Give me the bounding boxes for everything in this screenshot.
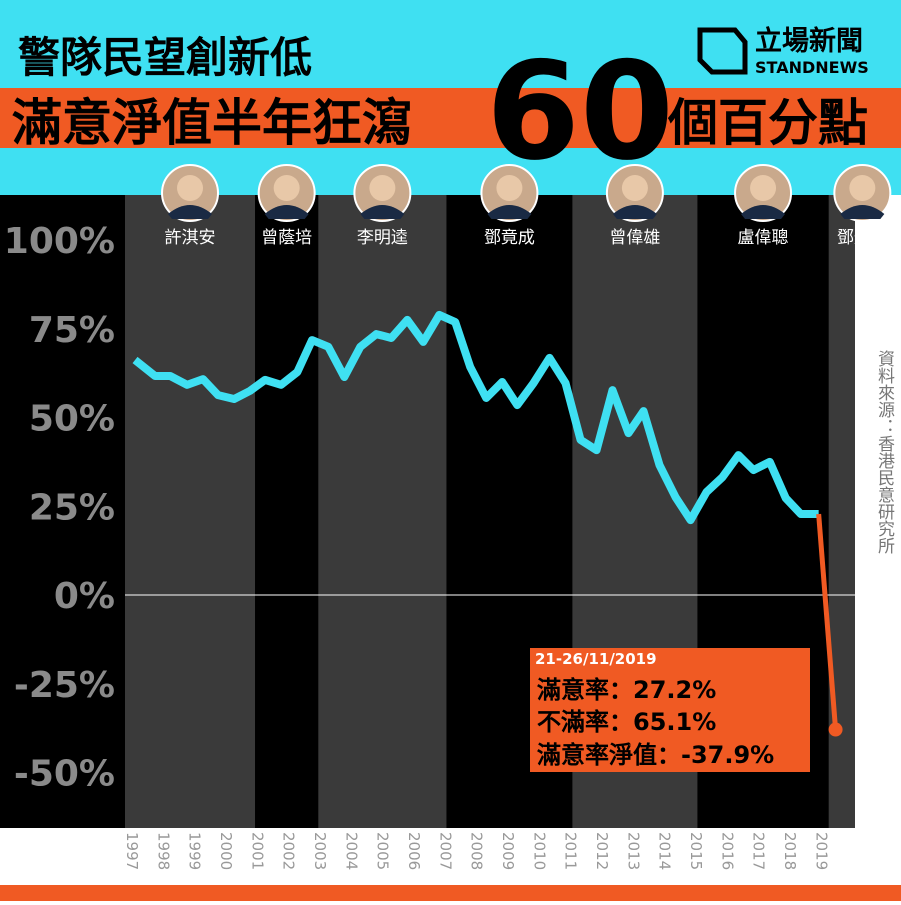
logo-icon (697, 27, 748, 75)
y-tick-label: 0% (54, 576, 115, 617)
x-tick-label: 2017 (750, 832, 768, 870)
commissioner-name: 盧偉聰 (738, 228, 789, 248)
x-tick-label: 2010 (530, 832, 548, 870)
y-tick-label: 50% (29, 399, 115, 440)
x-tick-label: 1999 (186, 832, 204, 870)
term-band (125, 195, 256, 828)
portrait-face (496, 175, 523, 201)
annotation-box (530, 648, 810, 772)
data-point (828, 722, 843, 737)
logo-cn: 立場新聞 (755, 25, 863, 57)
portrait-suit (264, 205, 309, 219)
footer-bar (0, 885, 901, 901)
x-tick-label: 2005 (374, 832, 392, 870)
x-tick-label: 2002 (280, 832, 298, 870)
x-tick-label: 2003 (311, 832, 329, 870)
commissioner-name: 曾偉雄 (609, 228, 660, 248)
commissioner-name: 許淇安 (165, 228, 216, 248)
data-line (132, 310, 819, 525)
x-tick-label: 1997 (123, 832, 141, 870)
x-tick-label: 2008 (468, 832, 486, 870)
title-band (0, 88, 901, 148)
x-tick-label: 2001 (248, 832, 266, 870)
x-tick-label: 1998 (154, 832, 172, 870)
x-tick-label: 2000 (217, 832, 235, 870)
x-tick-label: 2011 (562, 832, 580, 870)
portrait-suit (487, 205, 532, 219)
portrait-suit (360, 205, 405, 219)
annotation-text: 21-26/11/2019 (535, 650, 657, 668)
y-tick-label: 100% (4, 221, 115, 262)
x-tick-label: 2007 (436, 832, 454, 870)
y-tick-label: -50% (14, 754, 115, 795)
x-tick-label: 2004 (342, 832, 360, 870)
logo-en: STANDNEWS (755, 58, 869, 77)
x-tick-label: 2009 (499, 832, 517, 870)
x-tick-label: 2006 (405, 832, 423, 870)
annotation-text: 滿意率淨值：-37.9% (537, 741, 774, 769)
commissioner-name: 李明逵 (357, 228, 408, 248)
x-tick-label: 2019 (812, 832, 830, 870)
portrait-suit (168, 205, 213, 219)
portrait-suit (612, 205, 657, 219)
portrait-suit (741, 205, 786, 219)
source: 資料來源：香港民意研究所 (874, 350, 895, 554)
portrait-suit (840, 205, 885, 219)
title-2b: 個百分點 (667, 94, 868, 152)
y-tick-label: 25% (29, 487, 115, 528)
title-big: 60 (486, 33, 674, 190)
y-tick-label: 75% (29, 310, 115, 351)
x-tick-label: 2018 (781, 832, 799, 870)
title: 警隊民望創新低 (18, 33, 312, 82)
portrait-face (849, 175, 876, 201)
commissioner-name: 鄧竟成 (484, 228, 535, 248)
annotation-text: 不滿率：65.1% (537, 708, 716, 736)
x-tick-label: 2016 (718, 832, 736, 870)
title-2a: 滿意淨值半年狂瀉 (12, 94, 412, 152)
portrait-face (750, 175, 777, 201)
x-tick-label: 2014 (656, 832, 674, 870)
portrait-face (621, 175, 648, 201)
x-tick-label: 2015 (687, 832, 705, 870)
portrait-face (369, 175, 396, 201)
portrait-face (273, 175, 300, 201)
portrait-face (177, 175, 204, 201)
commissioner-name: 曾蔭培 (261, 228, 312, 248)
annotation-text: 滿意率：27.2% (537, 676, 716, 704)
x-tick-label: 2012 (593, 832, 611, 870)
x-tick-label: 2013 (624, 832, 642, 870)
commissioner-name: 鄧炳強 (837, 228, 888, 248)
y-tick-label: -25% (14, 665, 115, 706)
term-band (318, 195, 447, 828)
data-line (816, 513, 839, 730)
